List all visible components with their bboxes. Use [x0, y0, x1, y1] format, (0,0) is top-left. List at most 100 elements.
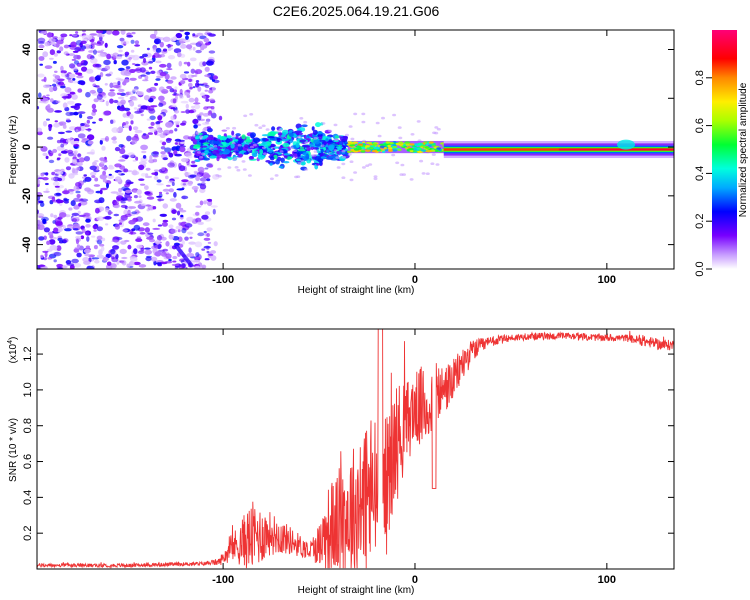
heatmap-cell	[102, 110, 111, 116]
heatmap-cell	[84, 253, 90, 257]
heatmap-cell	[82, 30, 86, 33]
heatmap-cell	[237, 143, 242, 147]
heatmap-cell	[56, 50, 61, 54]
heatmap-cell	[97, 67, 103, 70]
heatmap-cell	[75, 238, 80, 245]
heatmap-cell	[156, 195, 162, 198]
heatmap-cell	[180, 100, 189, 104]
heatmap-cell	[63, 200, 69, 204]
heatmap-cell	[156, 179, 162, 183]
heatmap-cell	[69, 79, 74, 84]
heatmap-cell	[246, 148, 251, 152]
heatmap-cell	[128, 219, 136, 225]
heatmap-cell	[112, 52, 119, 58]
heatmap-cell	[383, 147, 387, 150]
heatmap-cell	[262, 137, 266, 142]
heatmap-cell	[96, 94, 103, 100]
heatmap-cell	[96, 226, 104, 232]
heatmap-cell	[210, 255, 217, 261]
heatmap-cell	[170, 229, 178, 234]
heatmap-cell	[86, 68, 94, 74]
spectrogram-ytick-label: 0	[21, 144, 33, 150]
heatmap-cell	[71, 167, 75, 174]
heatmap-cell	[61, 96, 70, 99]
heatmap-cell	[46, 240, 51, 245]
heatmap-cell	[112, 30, 120, 36]
heatmap-cell	[300, 159, 305, 163]
heatmap-cell	[181, 227, 187, 234]
heatmap-cell	[203, 200, 208, 205]
heatmap-cell	[200, 92, 206, 97]
heatmap-cell	[85, 91, 91, 98]
heatmap-cell	[428, 144, 432, 147]
heatmap-cell	[617, 139, 636, 150]
heatmap-cell	[102, 94, 107, 99]
heatmap-cell	[152, 218, 156, 223]
heatmap-cell	[199, 155, 204, 159]
heatmap-cell	[128, 125, 132, 131]
heatmap-cell	[180, 214, 184, 218]
heatmap-cell	[121, 59, 129, 66]
heatmap-cell	[269, 162, 273, 166]
heatmap-cell	[38, 92, 42, 98]
heatmap-cell	[79, 113, 83, 119]
heatmap-cell	[211, 86, 216, 92]
heatmap-cell	[119, 248, 127, 255]
snr-ytick-label: 1.2	[22, 346, 34, 361]
heatmap-cell	[235, 151, 239, 155]
heatmap-cell	[95, 207, 100, 214]
heatmap-cell	[80, 235, 85, 240]
heatmap-cell	[118, 159, 126, 162]
heatmap-cell	[149, 33, 157, 39]
heatmap-cell	[42, 218, 47, 224]
heatmap-cell	[71, 258, 79, 264]
heatmap-cell	[156, 183, 164, 186]
heatmap-cell	[145, 167, 151, 171]
heatmap-cell	[199, 177, 207, 182]
heatmap-cell	[193, 124, 198, 129]
heatmap-cell	[67, 189, 75, 192]
heatmap-cell	[133, 97, 138, 101]
heatmap-cell	[126, 263, 131, 268]
heatmap-cell	[101, 166, 109, 170]
spectrogram-xtick-label: -100	[212, 274, 234, 286]
heatmap-cell	[252, 143, 257, 147]
heatmap-cell	[293, 153, 298, 159]
heatmap-cell	[54, 70, 58, 74]
heatmap-cell	[111, 127, 119, 133]
heatmap-cell	[65, 74, 70, 78]
heatmap-cell	[323, 141, 327, 145]
heatmap-cell	[213, 241, 218, 247]
heatmap-cell	[98, 33, 105, 38]
heatmap-cell	[173, 92, 177, 96]
heatmap-cell	[133, 261, 141, 266]
heatmap-cell	[382, 150, 386, 153]
heatmap-cell	[72, 228, 79, 231]
heatmap-cell	[81, 228, 86, 234]
heatmap-cell	[296, 158, 301, 162]
heatmap-cell	[317, 131, 323, 135]
heatmap-cell	[92, 83, 97, 87]
heatmap-cell	[42, 177, 49, 181]
heatmap-cell	[130, 39, 135, 44]
heatmap-cell	[86, 116, 94, 120]
heatmap-cell	[183, 39, 191, 43]
heatmap-cell	[192, 118, 199, 125]
heatmap-cell	[161, 221, 168, 227]
heatmap-cell	[52, 83, 57, 87]
heatmap-cell	[37, 179, 41, 185]
heatmap-cell	[319, 160, 323, 166]
heatmap-cell	[152, 158, 158, 163]
heatmap-cell	[348, 125, 353, 128]
heatmap-cell	[152, 55, 156, 59]
heatmap-cell	[74, 150, 78, 154]
heatmap-cell	[113, 60, 117, 65]
heatmap-cell	[237, 145, 243, 151]
snr-ylabel: SNR (10 * v/v)	[8, 418, 19, 482]
heatmap-cell	[89, 165, 97, 171]
heatmap-cell	[420, 149, 427, 152]
heatmap-cell	[312, 154, 317, 157]
heatmap-cell	[83, 260, 91, 265]
heatmap-cell	[76, 194, 81, 198]
heatmap-cell	[373, 146, 380, 150]
